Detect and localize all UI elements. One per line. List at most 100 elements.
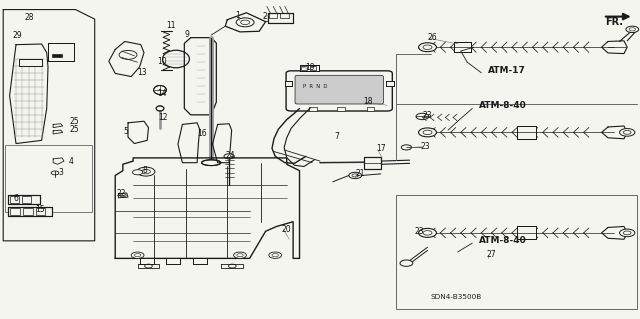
- Bar: [300, 65, 319, 71]
- Bar: [268, 13, 293, 23]
- Text: 8: 8: [142, 166, 147, 174]
- Text: 4: 4: [69, 157, 74, 166]
- Bar: [193, 258, 207, 264]
- Bar: [193, 258, 207, 264]
- Text: 7: 7: [334, 132, 339, 141]
- Bar: [396, 195, 637, 309]
- Bar: [268, 13, 293, 23]
- Bar: [8, 207, 52, 216]
- Bar: [367, 107, 374, 111]
- Text: 9: 9: [184, 30, 189, 39]
- Text: 15: 15: [35, 205, 45, 214]
- Text: 11: 11: [166, 21, 176, 30]
- Ellipse shape: [202, 160, 221, 166]
- Circle shape: [401, 145, 412, 150]
- Text: 16: 16: [197, 129, 207, 138]
- Text: 14: 14: [157, 89, 166, 98]
- Circle shape: [234, 252, 246, 258]
- Bar: [300, 65, 319, 71]
- Bar: [280, 13, 289, 18]
- Bar: [454, 42, 471, 52]
- Bar: [301, 66, 307, 70]
- Bar: [8, 207, 52, 216]
- Bar: [269, 13, 277, 18]
- Bar: [10, 208, 20, 215]
- Text: SDN4-B3500B: SDN4-B3500B: [430, 294, 481, 300]
- Text: 17: 17: [376, 144, 386, 153]
- Text: 6: 6: [13, 194, 19, 203]
- Text: 13: 13: [138, 68, 147, 77]
- Text: 2: 2: [262, 12, 267, 21]
- Circle shape: [400, 260, 413, 266]
- Circle shape: [419, 43, 436, 52]
- Bar: [140, 258, 154, 264]
- Bar: [364, 157, 381, 169]
- Ellipse shape: [154, 85, 166, 94]
- Text: 25: 25: [69, 117, 79, 126]
- Circle shape: [137, 167, 155, 176]
- Bar: [8, 195, 40, 204]
- Text: 23: 23: [414, 227, 424, 236]
- Bar: [19, 59, 42, 66]
- Bar: [517, 226, 536, 239]
- Text: 26: 26: [428, 33, 437, 42]
- Bar: [36, 208, 45, 215]
- FancyBboxPatch shape: [286, 71, 392, 111]
- Circle shape: [349, 172, 362, 179]
- Ellipse shape: [156, 106, 164, 111]
- Circle shape: [131, 252, 144, 258]
- Text: 18: 18: [363, 97, 372, 106]
- Circle shape: [419, 228, 436, 237]
- Text: 27: 27: [486, 250, 496, 259]
- Circle shape: [626, 26, 639, 33]
- Text: 24: 24: [225, 151, 235, 160]
- Text: FR.: FR.: [605, 17, 623, 27]
- Text: 22: 22: [116, 189, 126, 198]
- Bar: [48, 43, 74, 61]
- Circle shape: [419, 128, 436, 137]
- Text: ATM-17: ATM-17: [488, 66, 525, 75]
- Bar: [10, 196, 19, 203]
- Text: 19: 19: [305, 63, 315, 72]
- Bar: [285, 81, 292, 86]
- Bar: [517, 226, 536, 239]
- Text: 1: 1: [236, 11, 240, 20]
- Bar: [364, 157, 381, 169]
- Ellipse shape: [163, 50, 189, 68]
- Bar: [166, 258, 180, 264]
- Text: ATM-8-40: ATM-8-40: [479, 236, 527, 245]
- Bar: [517, 126, 536, 139]
- Circle shape: [132, 170, 143, 175]
- Circle shape: [224, 154, 234, 159]
- Circle shape: [269, 252, 282, 258]
- Text: 25: 25: [69, 125, 79, 134]
- Text: 21: 21: [355, 169, 365, 178]
- Bar: [386, 81, 394, 86]
- Bar: [5, 145, 92, 212]
- Text: 10: 10: [157, 57, 166, 66]
- Bar: [22, 196, 31, 203]
- Circle shape: [620, 129, 635, 136]
- Text: 23: 23: [422, 111, 432, 120]
- Bar: [454, 42, 471, 52]
- Text: ATM-8-40: ATM-8-40: [479, 101, 527, 110]
- Text: 28: 28: [24, 13, 34, 22]
- Text: P  R  N  D: P R N D: [303, 84, 327, 89]
- Bar: [309, 107, 317, 111]
- Text: 3: 3: [59, 168, 64, 177]
- Bar: [8, 195, 40, 204]
- Bar: [310, 66, 316, 70]
- Text: 5: 5: [124, 127, 129, 136]
- Bar: [48, 43, 74, 61]
- Bar: [52, 54, 62, 57]
- Circle shape: [416, 113, 429, 120]
- Bar: [23, 208, 33, 215]
- Text: 29: 29: [13, 31, 22, 40]
- Bar: [166, 258, 180, 264]
- Text: 12: 12: [158, 113, 168, 122]
- Bar: [337, 107, 345, 111]
- Bar: [386, 81, 394, 86]
- Bar: [140, 258, 154, 264]
- Text: 23: 23: [420, 142, 430, 151]
- Text: 20: 20: [282, 225, 291, 234]
